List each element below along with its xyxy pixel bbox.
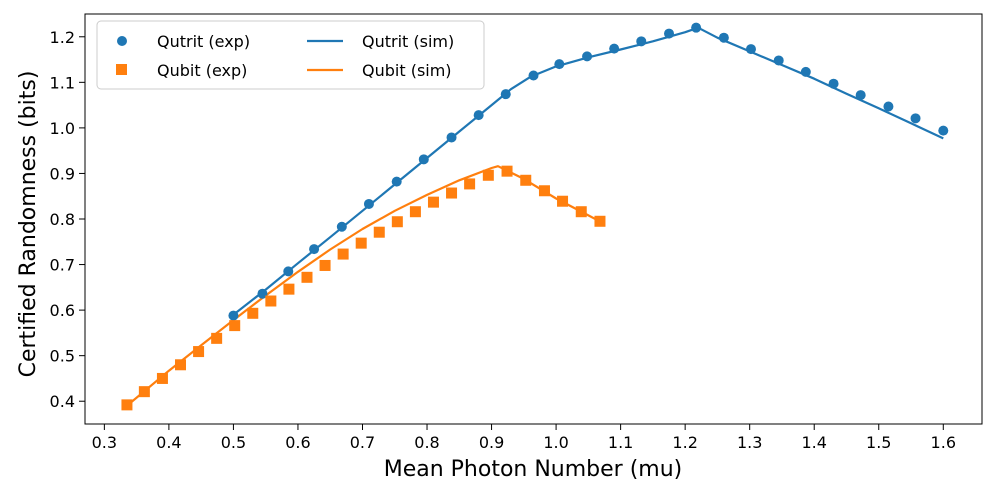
data-point-qubit-exp — [409, 206, 421, 218]
data-point-qubit-exp — [575, 206, 587, 218]
x-tick-label: 1.6 — [931, 433, 956, 452]
data-point-qubit-exp — [464, 178, 476, 190]
legend-label-qubit-sim: Qubit (sim) — [362, 61, 452, 80]
data-point-qutrit-exp — [910, 113, 921, 124]
data-point-qubit-exp — [138, 386, 150, 398]
x-tick-label: 0.3 — [92, 433, 117, 452]
x-axis-ticks: 0.3 0.4 0.5 0.6 0.7 0.8 0.9 1.0 1.1 1.2 1.3 1.4 1.5 1… — [92, 424, 956, 452]
data-point-qubit-exp — [594, 215, 606, 227]
data-point-qutrit-exp — [609, 43, 620, 54]
x-tick-label: 1.3 — [737, 433, 762, 452]
data-point-qutrit-exp — [828, 78, 839, 89]
data-point-qutrit-exp — [446, 132, 457, 143]
data-point-qutrit-exp — [855, 90, 866, 101]
data-point-qubit-exp — [482, 169, 494, 181]
x-tick-label: 1.1 — [608, 433, 633, 452]
data-point-qubit-exp — [373, 226, 385, 238]
data-point-qubit-exp — [427, 196, 439, 208]
data-point-qutrit-exp — [473, 110, 484, 121]
data-point-qutrit-exp — [309, 244, 320, 255]
legend-label-qutrit-sim: Qutrit (sim) — [362, 32, 454, 51]
data-point-qutrit-exp — [636, 36, 647, 47]
data-point-qubit-exp — [446, 187, 458, 199]
data-point-qutrit-exp — [773, 55, 784, 66]
data-point-qutrit-exp — [745, 44, 756, 55]
data-point-qubit-exp — [283, 283, 295, 295]
data-point-qutrit-exp — [528, 70, 539, 81]
x-tick-label: 1.5 — [866, 433, 891, 452]
x-tick-label: 0.9 — [479, 433, 504, 452]
legend: Qutrit (exp) Qubit (exp) Qutrit (sim) Qu… — [96, 20, 485, 90]
y-axis-title: Certified Randomness (bits) — [16, 71, 41, 378]
y-tick-label: 0.6 — [50, 301, 75, 320]
data-point-qutrit-exp — [336, 221, 347, 232]
data-point-qutrit-exp — [718, 32, 729, 43]
x-tick-label: 0.8 — [414, 433, 439, 452]
data-point-qubit-exp — [121, 399, 133, 411]
legend-label-qutrit-exp: Qutrit (exp) — [157, 32, 250, 51]
data-point-qutrit-exp — [883, 101, 894, 112]
y-tick-label: 1.2 — [50, 28, 75, 47]
data-point-qubit-exp — [301, 271, 313, 283]
x-tick-label: 0.7 — [350, 433, 375, 452]
legend-label-qubit-exp: Qubit (exp) — [157, 61, 247, 80]
data-point-qutrit-exp — [800, 66, 811, 77]
legend-box — [96, 20, 485, 90]
data-point-qubit-exp — [355, 237, 367, 249]
data-point-qutrit-exp — [391, 176, 402, 187]
data-point-qubit-exp — [391, 216, 403, 228]
data-point-qutrit-exp — [582, 51, 593, 62]
data-point-qubit-exp — [557, 195, 569, 207]
data-point-qubit-exp — [501, 165, 513, 177]
y-tick-label: 0.4 — [50, 392, 75, 411]
y-tick-label: 1.1 — [50, 73, 75, 92]
x-tick-label: 0.6 — [285, 433, 310, 452]
y-tick-label: 0.5 — [50, 347, 75, 366]
x-tick-label: 0.4 — [156, 433, 181, 452]
y-tick-label: 1.0 — [50, 119, 75, 138]
x-tick-label: 0.5 — [221, 433, 246, 452]
x-axis-title: Mean Photon Number (mu) — [384, 457, 683, 482]
y-axis-ticks: 0.4 0.5 0.6 0.7 0.8 0.9 1.0 1.1 1.2 — [50, 28, 85, 411]
data-point-qubit-exp — [247, 307, 259, 319]
x-tick-label: 1.0 — [543, 433, 568, 452]
data-point-qubit-exp — [520, 174, 532, 186]
series-layer — [121, 22, 949, 411]
legend-marker-qubit-exp — [116, 64, 127, 75]
y-tick-label: 0.9 — [50, 164, 75, 183]
data-point-qutrit-exp — [257, 288, 268, 299]
data-point-qutrit-exp — [363, 198, 374, 209]
series-line-qubit-sim — [126, 165, 602, 407]
data-point-qubit-exp — [193, 346, 205, 358]
data-point-qubit-exp — [538, 185, 550, 197]
data-point-qutrit-exp — [938, 125, 949, 136]
x-tick-label: 1.2 — [672, 433, 697, 452]
data-point-qubit-exp — [319, 259, 331, 271]
data-point-qubit-exp — [156, 372, 168, 384]
legend-marker-qutrit-exp — [117, 36, 127, 46]
y-tick-label: 0.8 — [50, 210, 75, 229]
data-point-qutrit-exp — [691, 22, 702, 33]
data-point-qubit-exp — [175, 359, 187, 371]
data-point-qubit-exp — [265, 295, 277, 307]
y-tick-label: 0.7 — [50, 256, 75, 275]
data-point-qutrit-exp — [228, 310, 239, 321]
data-point-qubit-exp — [211, 332, 223, 344]
x-tick-label: 1.4 — [801, 433, 826, 452]
data-point-qubit-exp — [229, 320, 241, 332]
data-point-qubit-exp — [337, 248, 349, 260]
data-point-qutrit-exp — [283, 266, 294, 277]
data-point-qutrit-exp — [554, 59, 565, 70]
data-point-qutrit-exp — [418, 154, 429, 165]
data-point-qutrit-exp — [664, 28, 675, 39]
data-point-qutrit-exp — [500, 89, 511, 100]
